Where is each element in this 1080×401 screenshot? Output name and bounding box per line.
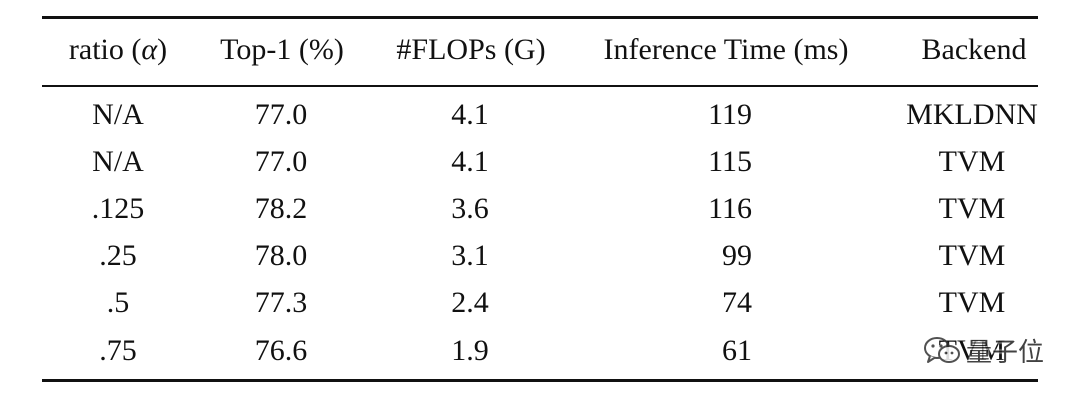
cell-ratio: N/A: [92, 98, 144, 131]
table-top-rule: [42, 16, 1038, 19]
cell-ratio: .75: [99, 334, 137, 367]
cell-backend: TVM: [938, 239, 1006, 272]
header-ratio: ratio (α): [69, 33, 167, 67]
cell-ratio: N/A: [92, 145, 144, 178]
cell-flops: 4.1: [451, 145, 489, 178]
cell-backend: MKLDNN: [906, 98, 1038, 131]
cell-backend: TVM: [938, 286, 1006, 319]
cell-top1: 77.0: [254, 98, 308, 131]
header-ratio-alpha: α: [141, 33, 158, 66]
header-flops: #FLOPs (G): [396, 33, 546, 66]
cell-backend: TVM: [938, 145, 1006, 178]
cell-flops: 1.9: [451, 334, 489, 367]
header-top1: Top-1 (%): [220, 33, 344, 66]
cell-top1: 78.2: [254, 192, 308, 225]
cell-ratio: .125: [91, 192, 145, 225]
cell-inference-time: 119: [708, 98, 752, 131]
cell-ratio: .25: [99, 239, 137, 272]
cell-inference-time: 99: [722, 239, 752, 272]
cell-flops: 3.6: [451, 192, 489, 225]
cell-inference-time: 61: [722, 334, 752, 367]
table-header-rule: [42, 85, 1038, 87]
cell-top1: 76.6: [254, 334, 308, 367]
cell-inference-time: 115: [708, 145, 752, 178]
watermark: 量子位: [922, 332, 1044, 369]
header-ratio-prefix: ratio (: [68, 33, 142, 66]
table-bottom-rule: [42, 379, 1038, 382]
cell-flops: 4.1: [451, 98, 489, 131]
cell-flops: 2.4: [451, 286, 489, 319]
cell-inference-time: 116: [708, 192, 752, 225]
cell-top1: 78.0: [254, 239, 308, 272]
cell-inference-time: 74: [722, 286, 752, 319]
header-inference-time: Inference Time (ms): [603, 33, 849, 66]
cell-backend: TVM: [938, 192, 1006, 225]
header-backend: Backend: [921, 33, 1027, 66]
cell-top1: 77.3: [254, 286, 308, 319]
cell-flops: 3.1: [451, 239, 489, 272]
watermark-text: 量子位: [966, 338, 1045, 368]
cell-top1: 77.0: [254, 145, 308, 178]
wechat-logo-icon: [924, 336, 960, 363]
header-ratio-suffix: ): [157, 33, 168, 66]
cell-ratio: .5: [106, 286, 130, 319]
